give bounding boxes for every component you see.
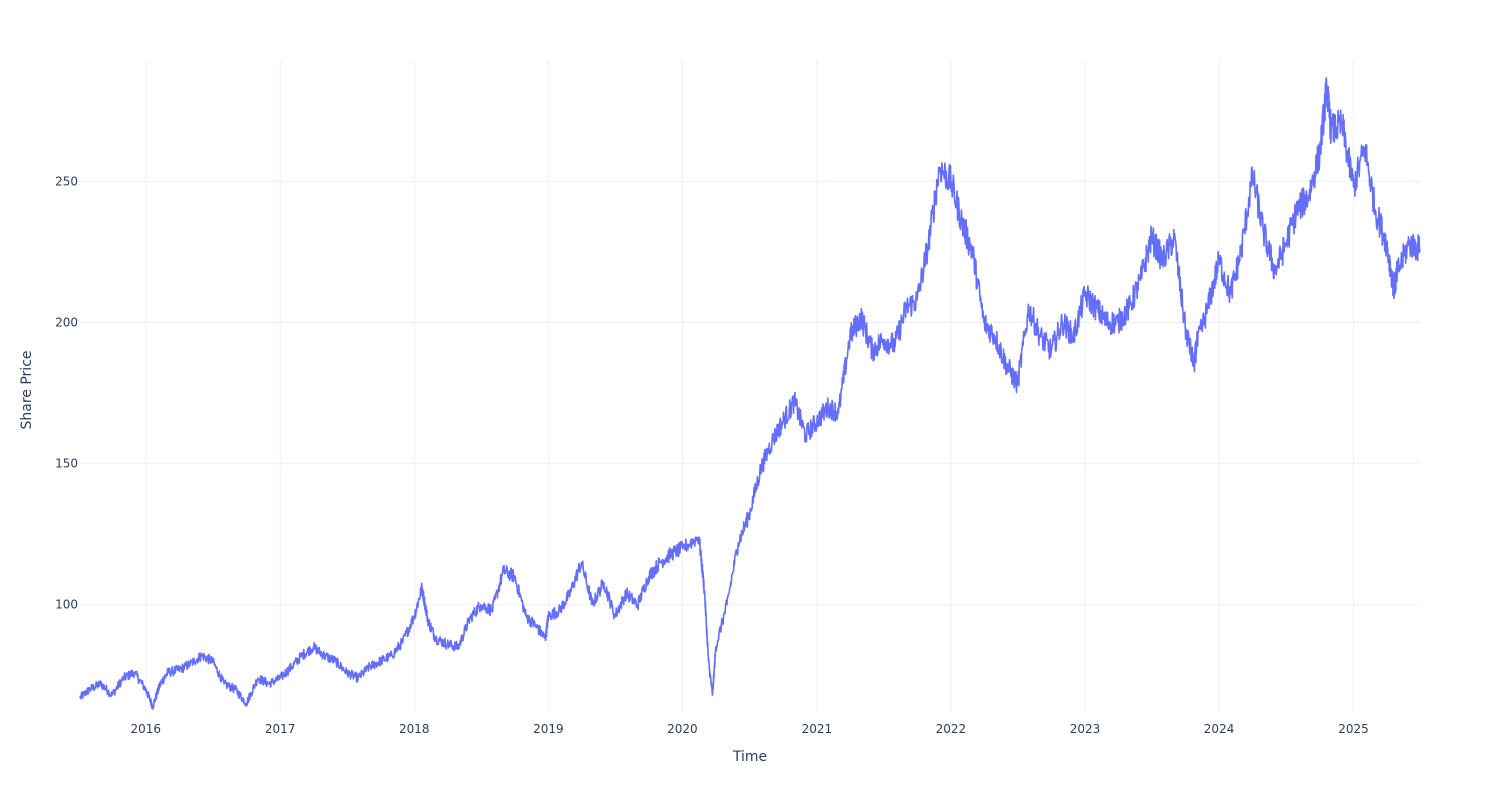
x-axis-title: Time: [732, 749, 767, 765]
y-gridlines: [80, 180, 1420, 606]
x-gridlines: [145, 60, 1355, 712]
series-line-0: [79, 77, 1421, 710]
y-tick-label-100: 100: [55, 598, 78, 612]
x-tick-label-2023: 2023: [1070, 722, 1101, 736]
x-tick-label-2020: 2020: [667, 722, 698, 736]
x-tick-label-2024: 2024: [1204, 722, 1235, 736]
y-axis-title: Share Price: [19, 350, 35, 429]
x-tick-label-2022: 2022: [936, 722, 967, 736]
series-group: [79, 77, 1421, 710]
x-tick-label-2019: 2019: [533, 722, 564, 736]
y-tick-label-150: 150: [55, 457, 78, 471]
x-tick-label-2016: 2016: [130, 722, 161, 736]
y-tick-label-200: 200: [55, 315, 78, 329]
x-tick-label-2021: 2021: [802, 722, 833, 736]
y-tick-labels: 100 150 200 250: [55, 174, 78, 611]
x-tick-label-2018: 2018: [399, 722, 430, 736]
y-tick-label-250: 250: [55, 174, 78, 188]
x-tick-labels: 2016 2017 2018 2019 2020 2021 2022 2023 2024 2025: [130, 722, 1368, 736]
x-tick-label-2025: 2025: [1338, 722, 1369, 736]
x-tick-label-2017: 2017: [265, 722, 296, 736]
